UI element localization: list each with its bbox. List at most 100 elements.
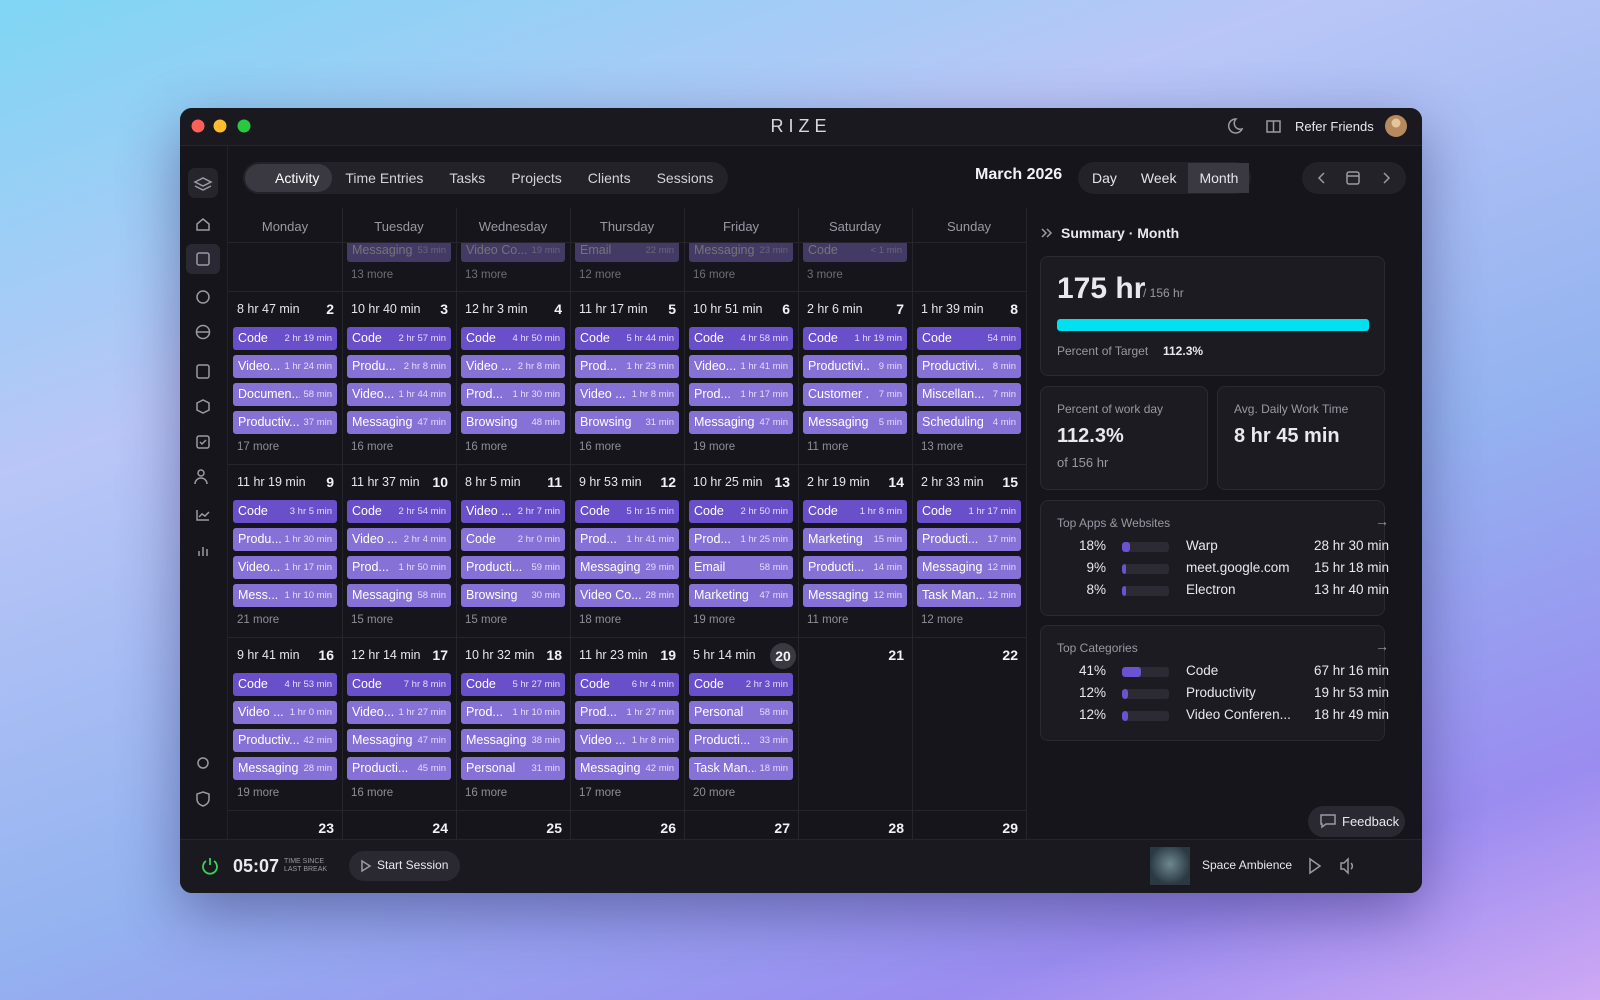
activity-block[interactable]: Video... 1 hr 44 min [347, 383, 451, 406]
activity-block[interactable]: Producti... 17 min [917, 528, 1021, 551]
activity-block[interactable]: Code 4 hr 58 min [689, 327, 793, 350]
activity-block[interactable]: Code 4 hr 50 min [461, 327, 565, 350]
activity-block[interactable]: Code 4 hr 53 min [233, 673, 337, 696]
more-link[interactable]: 19 more [693, 441, 736, 453]
activity-block[interactable]: Code 54 min [917, 327, 1021, 350]
activity-block[interactable]: Prod... 1 hr 41 min [575, 528, 679, 551]
activity-block[interactable]: Video ... 2 hr 8 min [461, 355, 565, 378]
activity-block[interactable]: Documen... 58 min [233, 383, 337, 406]
activity-block[interactable]: Prod... 1 hr 10 min [461, 701, 565, 724]
tab[interactable]: Tasks [449, 170, 486, 186]
activity-block[interactable]: Video... 1 hr 24 min [233, 355, 337, 378]
activity-block[interactable]: Messaging 58 min [347, 584, 451, 607]
activity-block[interactable]: Personal 58 min [689, 701, 793, 724]
more-link[interactable]: 16 more [579, 441, 622, 453]
activity-block[interactable]: Prod... 1 hr 25 min [689, 528, 793, 551]
activity-block[interactable]: Messaging 12 min [803, 584, 907, 607]
activity-block[interactable]: Personal 31 min [461, 757, 565, 780]
activity-block[interactable]: Productivi... 9 min [803, 355, 907, 378]
activity-block[interactable]: Code 2 hr 50 min [689, 500, 793, 523]
window-controls[interactable] [180, 108, 1422, 146]
activity-block[interactable]: Code 5 hr 44 min [575, 327, 679, 350]
more-link[interactable]: 16 more [693, 269, 736, 281]
more-link[interactable]: 16 more [465, 441, 508, 453]
start-session-label[interactable]: Start Session [377, 858, 449, 872]
more-link[interactable]: 12 more [579, 269, 622, 281]
activity-block[interactable]: Producti... 33 min [689, 729, 793, 752]
activity-block[interactable]: Produ... 1 hr 30 min [233, 528, 337, 551]
activity-block[interactable]: Messaging 53 min [347, 243, 451, 262]
activity-block[interactable]: Code 2 hr 3 min [689, 673, 793, 696]
activity-block[interactable]: Code 2 hr 54 min [347, 500, 451, 523]
date-nav-icons[interactable] [1302, 162, 1412, 194]
more-link[interactable]: 13 more [921, 441, 964, 453]
activity-block[interactable]: Email 22 min [575, 243, 679, 262]
activity-block[interactable]: Messaging 5 min [803, 411, 907, 434]
more-link[interactable]: 17 more [237, 441, 280, 453]
activity-block[interactable]: Video ... 1 hr 0 min [233, 701, 337, 724]
activity-block[interactable]: Marketing 47 min [689, 584, 793, 607]
more-link[interactable]: 16 more [351, 787, 394, 799]
activity-block[interactable]: Code 7 hr 8 min [347, 673, 451, 696]
view-option[interactable]: Month [1188, 163, 1250, 193]
tab[interactable]: Sessions [656, 170, 714, 186]
activity-block[interactable]: Video... 1 hr 27 min [347, 701, 451, 724]
activity-block[interactable]: Messaging 28 min [233, 757, 337, 780]
more-link[interactable]: 13 more [465, 269, 508, 281]
more-link[interactable]: 11 more [807, 614, 849, 626]
view-option[interactable]: Day [1092, 170, 1117, 186]
activity-block[interactable]: Messaging 42 min [575, 757, 679, 780]
more-link[interactable]: 17 more [579, 787, 622, 799]
more-link[interactable]: 3 more [807, 269, 843, 281]
activity-block[interactable]: Code 2 hr 57 min [347, 327, 451, 350]
activity-block[interactable]: Prod... 1 hr 30 min [461, 383, 565, 406]
tab[interactable]: Activity [245, 164, 333, 192]
activity-block[interactable]: Marketing 15 min [803, 528, 907, 551]
activity-block[interactable]: Browsing 30 min [461, 584, 565, 607]
activity-block[interactable]: Productiv... 42 min [233, 729, 337, 752]
start-session-button[interactable] [349, 851, 460, 881]
activity-block[interactable]: Code < 1 min [803, 243, 907, 262]
activity-block[interactable]: Code 1 hr 17 min [917, 500, 1021, 523]
activity-block[interactable]: Prod... 1 hr 50 min [347, 556, 451, 579]
activity-block[interactable]: Code 2 hr 0 min [461, 528, 565, 551]
tab[interactable]: Projects [511, 170, 562, 186]
activity-block[interactable]: Producti... 45 min [347, 757, 451, 780]
collapse-icon[interactable] [1040, 226, 1054, 240]
more-link[interactable]: 19 more [693, 614, 736, 626]
activity-block[interactable]: Messaging 38 min [461, 729, 565, 752]
tab[interactable]: Time Entries [345, 170, 424, 186]
activity-block[interactable]: Code 1 hr 8 min [803, 500, 907, 523]
activity-block[interactable]: Messaging 47 min [347, 729, 451, 752]
more-link[interactable]: 12 more [921, 614, 964, 626]
activity-block[interactable]: Video ... 1 hr 8 min [575, 383, 679, 406]
activity-block[interactable]: Messaging 12 min [917, 556, 1021, 579]
activity-block[interactable]: Code 5 hr 15 min [575, 500, 679, 523]
activity-block[interactable]: Video ... 2 hr 7 min [461, 500, 565, 523]
more-link[interactable]: 15 more [465, 614, 508, 626]
feedback-label[interactable]: Feedback [1342, 814, 1400, 829]
activity-block[interactable]: Video ... 2 hr 4 min [347, 528, 451, 551]
activity-block[interactable]: Mess... 1 hr 10 min [233, 584, 337, 607]
more-link[interactable]: 11 more [807, 441, 849, 453]
activity-block[interactable]: Messaging 23 min [689, 243, 793, 262]
more-link[interactable]: 21 more [237, 614, 280, 626]
activity-block[interactable]: Prod... 1 hr 27 min [575, 701, 679, 724]
activity-block[interactable]: Code 1 hr 19 min [803, 327, 907, 350]
more-link[interactable]: 16 more [351, 441, 394, 453]
activity-block[interactable]: Producti... 14 min [803, 556, 907, 579]
activity-block[interactable]: Video Co... 28 min [575, 584, 679, 607]
activity-block[interactable]: Video Co... 19 min [461, 243, 565, 262]
activity-block[interactable]: Task Man... 18 min [689, 757, 793, 780]
activity-block[interactable]: Productivi... 8 min [917, 355, 1021, 378]
tab[interactable]: Clients [587, 170, 631, 186]
view-option[interactable]: Week [1140, 170, 1177, 186]
player-controls[interactable] [1308, 857, 1368, 875]
more-link[interactable]: 19 more [237, 787, 280, 799]
feedback-button[interactable] [1308, 806, 1405, 837]
activity-block[interactable]: Messaging 47 min [347, 411, 451, 434]
activity-block[interactable]: Scheduling 4 min [917, 411, 1021, 434]
activity-block[interactable]: Video ... 1 hr 8 min [575, 729, 679, 752]
more-link[interactable]: 16 more [465, 787, 508, 799]
more-link[interactable]: 18 more [579, 614, 622, 626]
